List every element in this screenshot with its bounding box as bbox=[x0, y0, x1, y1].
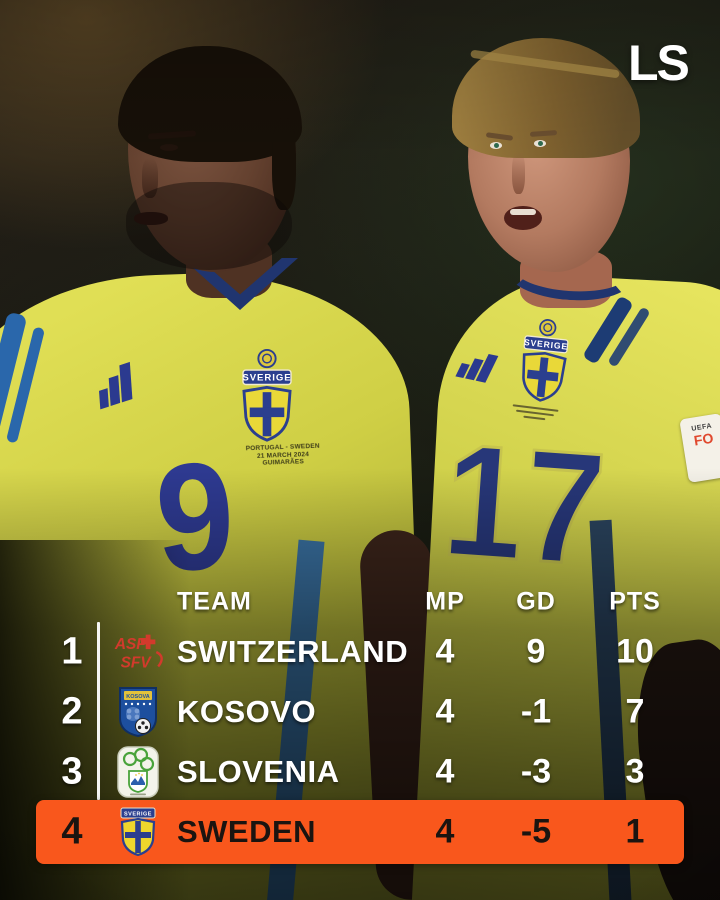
player-right-teeth bbox=[510, 209, 536, 215]
position-number: 1 bbox=[61, 630, 83, 673]
position-number: 3 bbox=[61, 750, 83, 793]
pts-value: 10 bbox=[616, 632, 654, 671]
gd-value: 9 bbox=[526, 632, 546, 671]
header-gd: GD bbox=[516, 587, 556, 616]
player-right-pupil bbox=[494, 143, 499, 148]
position-separator-line bbox=[97, 622, 100, 800]
kosovo-crest-icon: KOSOVA bbox=[116, 685, 160, 739]
svg-text:SFV: SFV bbox=[121, 654, 153, 671]
mp-value: 4 bbox=[435, 752, 455, 791]
position-number: 4 bbox=[61, 810, 83, 853]
switzerland-crest-icon: ASF SFV bbox=[111, 630, 165, 674]
table-row: 3 SLOVENIA 4 -3 3 bbox=[0, 742, 720, 802]
mp-value: 4 bbox=[435, 692, 455, 731]
sweden-jersey-crest-left: SVERIGE bbox=[238, 348, 296, 449]
mp-value: 4 bbox=[435, 632, 455, 671]
crest-text-left: SVERIGE bbox=[242, 373, 291, 384]
gd-value: -1 bbox=[520, 692, 552, 731]
header-pts: PTS bbox=[609, 587, 661, 616]
jersey-number-17: 17 bbox=[437, 408, 612, 601]
position-number: 2 bbox=[61, 690, 83, 733]
player-left-beard-shadow bbox=[126, 182, 292, 270]
player-left-sideburn bbox=[272, 118, 296, 210]
table-row: 2 KOSOVA KOSOVO 4 -1 7 bbox=[0, 682, 720, 742]
player-left-eye bbox=[160, 144, 178, 151]
table-row: 4 SVERIGE SWEDEN 4 -5 1 bbox=[0, 800, 720, 864]
slovenia-crest-icon bbox=[116, 745, 160, 799]
sweden-jersey-crest-right: SVERIGE bbox=[513, 316, 574, 412]
team-name: SLOVENIA bbox=[177, 754, 340, 789]
header-mp: MP bbox=[425, 587, 465, 616]
team-name: SWITZERLAND bbox=[177, 634, 409, 669]
team-name: KOSOVO bbox=[177, 694, 317, 729]
svg-text:KOSOVA: KOSOVA bbox=[126, 694, 149, 700]
player-right-pupil bbox=[538, 141, 543, 146]
svg-text:SVERIGE: SVERIGE bbox=[124, 812, 152, 818]
mp-value: 4 bbox=[435, 812, 455, 851]
pts-value: 3 bbox=[625, 752, 645, 791]
gd-value: -3 bbox=[520, 752, 552, 791]
pts-value: 1 bbox=[625, 812, 645, 851]
pts-value: 7 bbox=[625, 692, 645, 731]
table-row: 1 ASF SFV SWITZERLAND 4 9 10 bbox=[0, 622, 720, 682]
team-name: SWEDEN bbox=[177, 814, 317, 849]
sweden-crest-icon: SVERIGE bbox=[118, 806, 158, 858]
livescore-logo: LS bbox=[628, 35, 690, 91]
player-right-nose-shadow bbox=[512, 152, 525, 194]
header-team: TEAM bbox=[177, 587, 252, 616]
gd-value: -5 bbox=[520, 812, 552, 851]
svg-text:ASF: ASF bbox=[114, 636, 146, 653]
